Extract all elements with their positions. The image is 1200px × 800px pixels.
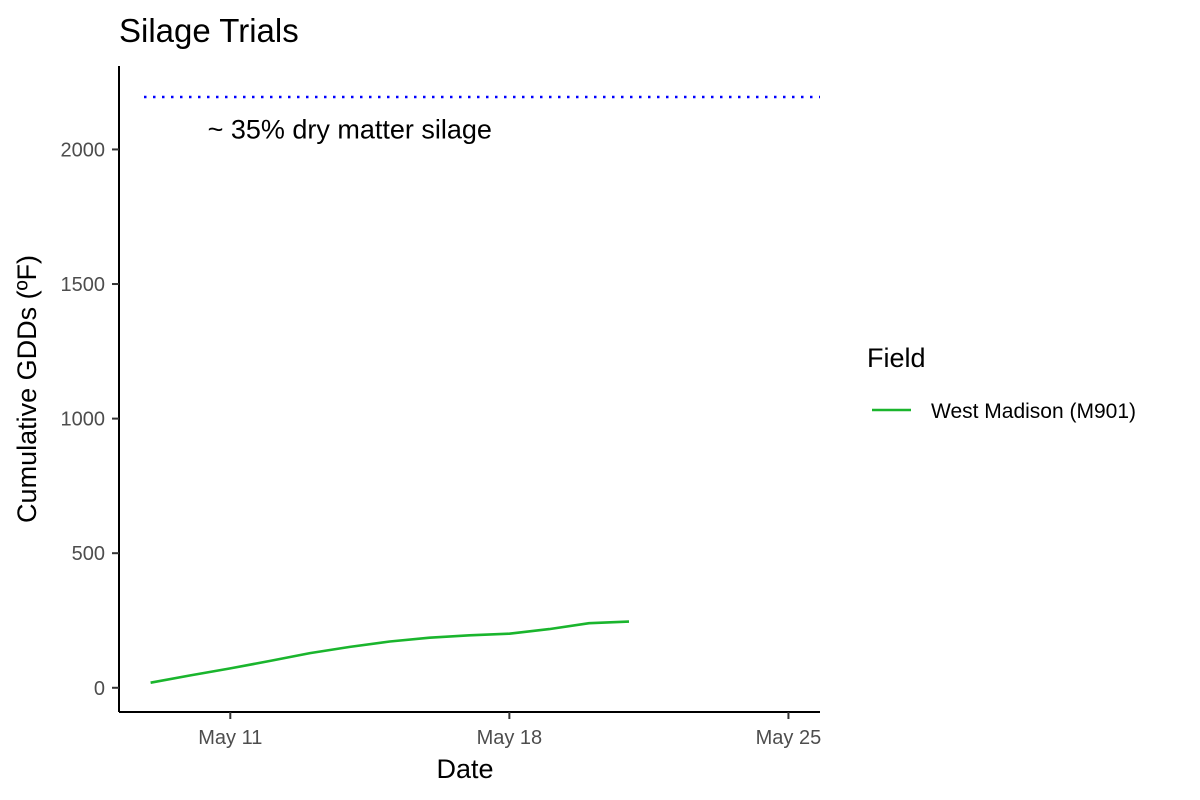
x-tick-label: May 11 <box>198 727 262 749</box>
legend-label-west-madison: West Madison (M901) <box>931 400 1136 423</box>
series-line-west-madison <box>150 620 630 684</box>
y-tick-label: 500 <box>72 543 105 565</box>
y-tick-label: 0 <box>94 678 105 700</box>
chart-title: Silage Trials <box>119 12 299 49</box>
x-tick-label: May 25 <box>756 727 822 749</box>
x-axis-ticks: May 11 May 18 May 25 <box>198 712 821 749</box>
y-axis-ticks: 0 500 1000 1500 2000 <box>61 139 119 700</box>
plot-area: ~ 35% dry matter silage <box>144 95 820 684</box>
annotation-text: ~ 35% dry matter silage <box>208 115 492 145</box>
y-tick-label: 1000 <box>61 409 106 431</box>
x-axis-title: Date <box>436 754 493 784</box>
y-axis-title: Cumulative GDDs (ºF) <box>12 255 42 523</box>
legend-title: Field <box>867 343 926 373</box>
x-tick-label: May 18 <box>477 727 543 749</box>
y-tick-label: 2000 <box>61 139 106 161</box>
legend: Field West Madison (M901) <box>867 343 1136 423</box>
y-tick-label: 1500 <box>61 274 106 296</box>
